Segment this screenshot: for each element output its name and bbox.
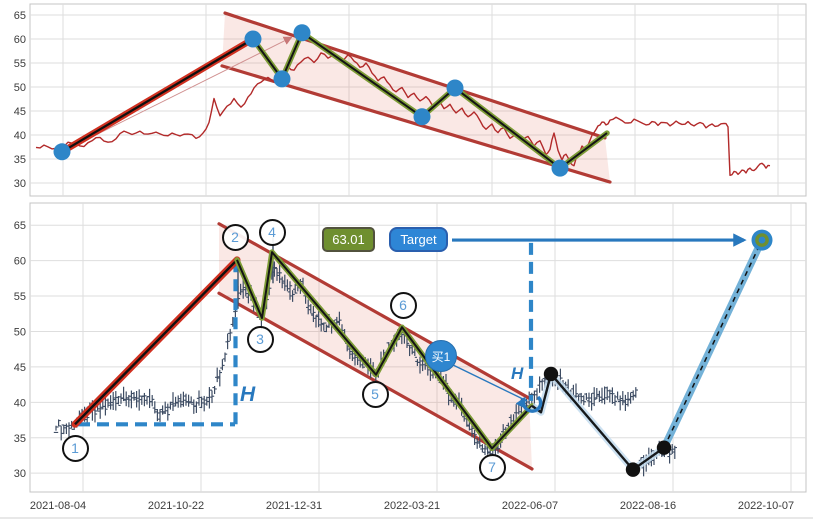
x-tick-label: 2022-10-07 — [738, 500, 794, 512]
x-tick-label: 2022-06-07 — [502, 500, 558, 512]
x-tick-label: 2022-03-21 — [384, 500, 440, 512]
zigzag-core — [236, 251, 533, 450]
y-tick-label: 35 — [14, 154, 26, 166]
y-tick-label: 30 — [14, 178, 26, 190]
trend-line-core — [74, 259, 238, 426]
y-tick-label: 40 — [14, 397, 26, 409]
height-measure-label-left: H — [240, 383, 256, 406]
pivot-dot — [413, 108, 431, 126]
pivot-dot — [293, 24, 311, 42]
y-tick-label: 60 — [14, 34, 26, 46]
pivot-marker-1[interactable]: 1 — [61, 434, 89, 462]
x-tick-label: 2021-08-04 — [30, 500, 86, 512]
y-tick-label: 30 — [14, 468, 26, 480]
pivot-marker-3[interactable]: 3 — [246, 325, 274, 353]
pivot-marker-7[interactable]: 7 — [478, 453, 506, 481]
target-marker-center — [758, 236, 766, 244]
pivot-marker-4[interactable]: 4 — [258, 218, 286, 246]
x-tick-label: 2021-12-31 — [266, 500, 322, 512]
target-value-text: 63.01 — [332, 232, 365, 247]
pivot-dot — [244, 30, 262, 48]
height-measure-label-right: H — [511, 364, 524, 383]
target-label-text: Target — [400, 232, 437, 247]
y-tick-label: 55 — [14, 58, 26, 70]
y-tick-label: 40 — [14, 130, 26, 142]
forecast-dot — [625, 462, 641, 477]
y-tick-label: 35 — [14, 433, 26, 445]
buy-leader-line — [450, 363, 528, 402]
buy-signal-text: 买1 — [431, 349, 451, 364]
buy-signal-badge[interactable]: 买1 — [425, 340, 457, 372]
projection-line-dash — [663, 239, 763, 448]
x-tick-label: 2021-10-22 — [148, 500, 204, 512]
top-overview-frame — [29, 3, 807, 197]
pivot-marker-2[interactable]: 2 — [221, 223, 249, 251]
x-tick-label: 2022-08-16 — [620, 500, 676, 512]
y-tick-label: 65 — [14, 10, 26, 22]
pivot-dot — [53, 143, 71, 161]
y-tick-label: 45 — [14, 362, 26, 374]
y-tick-label: 45 — [14, 106, 26, 118]
y-tick-label: 60 — [14, 256, 26, 268]
target-label-box[interactable]: Target — [389, 227, 448, 252]
pivot-marker-6[interactable]: 6 — [389, 291, 417, 319]
y-tick-label: 55 — [14, 291, 26, 303]
forecast-dot — [656, 440, 672, 455]
pivot-marker-5[interactable]: 5 — [361, 380, 389, 408]
pivot-dot — [446, 79, 464, 97]
channel-upper-line — [223, 11, 607, 140]
price-line — [35, 52, 771, 177]
y-tick-label: 65 — [14, 220, 26, 232]
buy-hook-arrow — [515, 395, 543, 413]
pivot-dot — [551, 159, 569, 177]
y-tick-label: 50 — [14, 82, 26, 94]
target-value-box[interactable]: 63.01 — [322, 227, 375, 252]
trend-line-core — [61, 38, 254, 153]
y-tick-label: 50 — [14, 326, 26, 338]
pivot-dot — [273, 70, 291, 88]
forecast-dot — [543, 366, 559, 382]
